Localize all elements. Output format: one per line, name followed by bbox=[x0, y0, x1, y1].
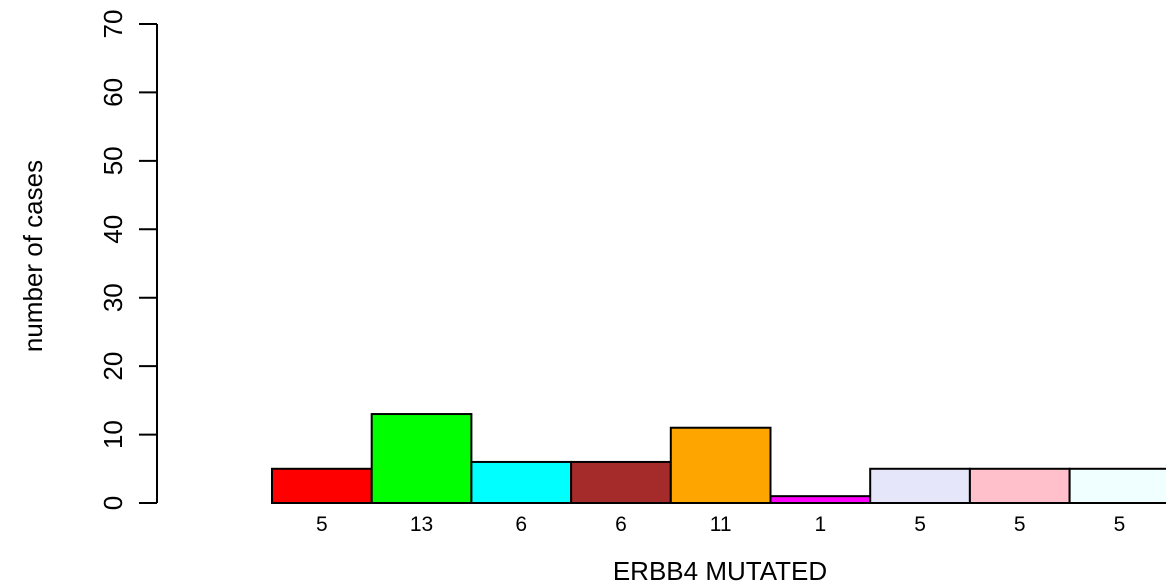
x-tick-label: 5 bbox=[316, 513, 328, 536]
bar bbox=[271, 467, 373, 504]
x-axis-label: ERBB4 MUTATED bbox=[613, 556, 827, 586]
x-tick-label: 5 bbox=[914, 513, 926, 536]
y-tick-label: 60 bbox=[98, 78, 128, 107]
x-tick-label: 6 bbox=[515, 513, 527, 536]
bar bbox=[1068, 467, 1166, 504]
y-tick-label: 30 bbox=[98, 283, 128, 312]
y-tick-label: 0 bbox=[98, 496, 128, 510]
x-tick-label: 5 bbox=[1014, 513, 1026, 536]
y-tick-label: 20 bbox=[98, 352, 128, 381]
y-tick-label: 50 bbox=[98, 146, 128, 175]
bar bbox=[370, 413, 473, 504]
y-tick-label: 40 bbox=[98, 215, 128, 244]
x-tick-label: 6 bbox=[615, 513, 627, 536]
x-tick-label: 1 bbox=[815, 513, 827, 536]
bar bbox=[470, 460, 573, 505]
x-tick-label: 11 bbox=[710, 513, 732, 536]
y-axis: 0 10 20 30 40 50 60 70 bbox=[98, 10, 158, 510]
bar bbox=[570, 460, 672, 505]
bar bbox=[869, 467, 971, 504]
x-tick-labels: 5 13 6 6 11 1 5 5 5 bbox=[316, 513, 1125, 536]
y-tick-label: 70 bbox=[98, 10, 128, 39]
x-tick-label: 13 bbox=[410, 513, 433, 536]
y-axis-label: number of cases bbox=[18, 160, 48, 352]
bar bbox=[669, 426, 772, 505]
bar bbox=[968, 467, 1071, 504]
bars-group bbox=[271, 413, 1166, 505]
y-tick-label: 10 bbox=[98, 420, 128, 449]
bar bbox=[769, 495, 872, 504]
x-tick-label: 5 bbox=[1114, 513, 1126, 536]
